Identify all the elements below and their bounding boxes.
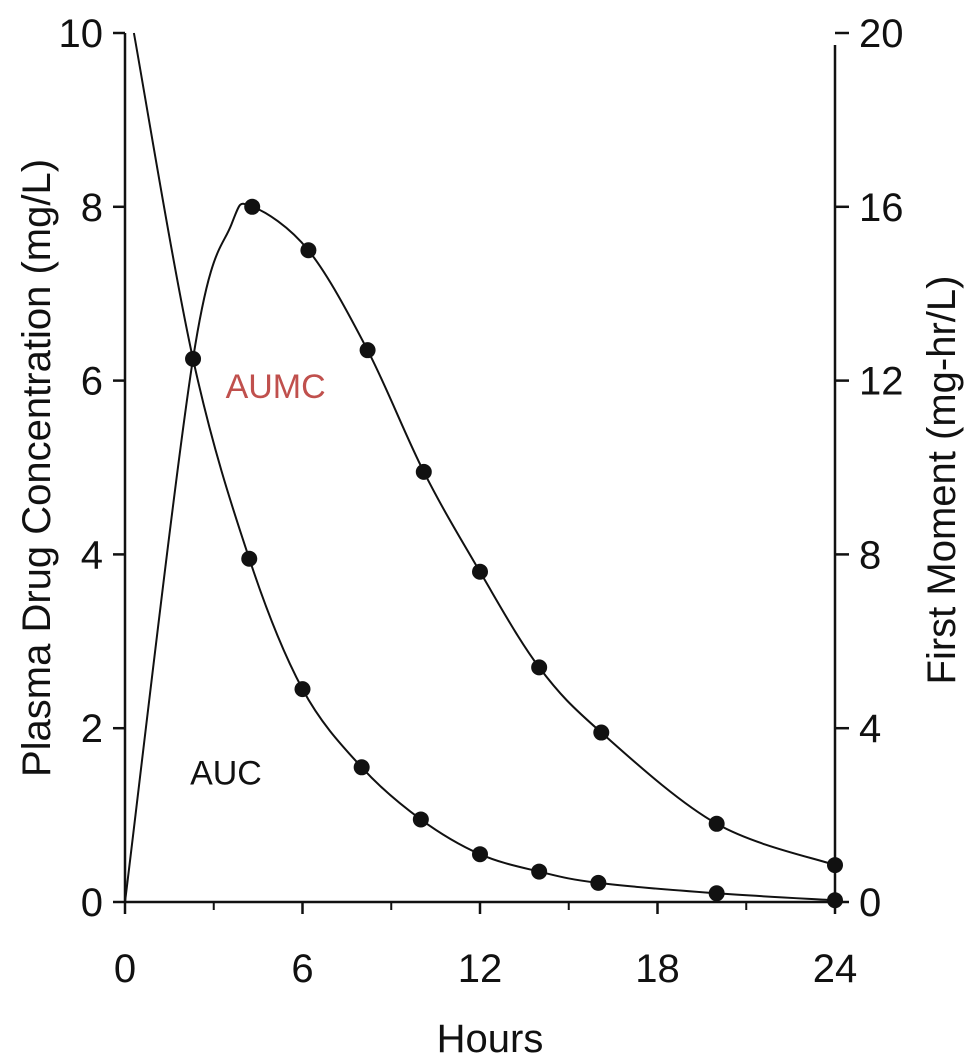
right-y-tick-label: 20 (859, 12, 904, 56)
x-tick-label: 18 (635, 947, 680, 991)
concentration-point (241, 550, 258, 567)
right-y-tick-label: 16 (859, 186, 904, 230)
first-moment-point (472, 563, 488, 580)
left-y-tick-label: 4 (81, 533, 103, 577)
left-y-tick-label: 0 (81, 881, 103, 925)
first-moment-point (593, 724, 610, 741)
first-moment-point (708, 815, 725, 832)
first-moment-point (415, 463, 432, 480)
aumc-label: AUMC (226, 368, 326, 406)
left-y-tick-label: 6 (81, 360, 103, 404)
concentration-point (353, 759, 370, 776)
right-y-axis-title: First Moment (mg-hr/L) (920, 276, 964, 685)
first-moment-point (244, 198, 261, 215)
first-moment-point (359, 342, 376, 359)
first-moment-curve (124, 202, 836, 903)
right-y-tick-label: 12 (859, 360, 904, 404)
first-moment-point (300, 242, 317, 259)
auc-label: AUC (190, 755, 262, 793)
left-y-tick-label: 10 (59, 12, 104, 56)
concentration-point (531, 863, 548, 880)
concentration-point (472, 846, 488, 863)
concentration-point (412, 811, 429, 828)
data-markers (185, 198, 843, 909)
left-y-tick-label: 2 (81, 707, 103, 751)
left-y-axis-title: Plasma Drug Concentration (mg/L) (15, 159, 59, 777)
x-axis-title: Hours (437, 1017, 544, 1061)
concentration-point (185, 350, 202, 367)
concentration-point (590, 874, 607, 891)
x-tick-label: 6 (291, 947, 313, 991)
concentration-point (708, 885, 725, 902)
right-y-tick-label: 0 (859, 881, 881, 925)
x-tick-label: 24 (813, 947, 858, 991)
concentration-point (827, 892, 843, 909)
x-tick-label: 12 (458, 947, 503, 991)
first-moment-point (827, 857, 843, 874)
right-y-tick-label: 8 (859, 533, 881, 577)
right-y-tick-label: 4 (859, 707, 881, 751)
first-moment-point (531, 659, 548, 676)
concentration-point (294, 681, 311, 698)
left-y-tick-label: 8 (81, 186, 103, 230)
x-tick-label: 0 (114, 947, 136, 991)
labels: Hours Plasma Drug Concentration (mg/L) Fir… (15, 159, 964, 1061)
